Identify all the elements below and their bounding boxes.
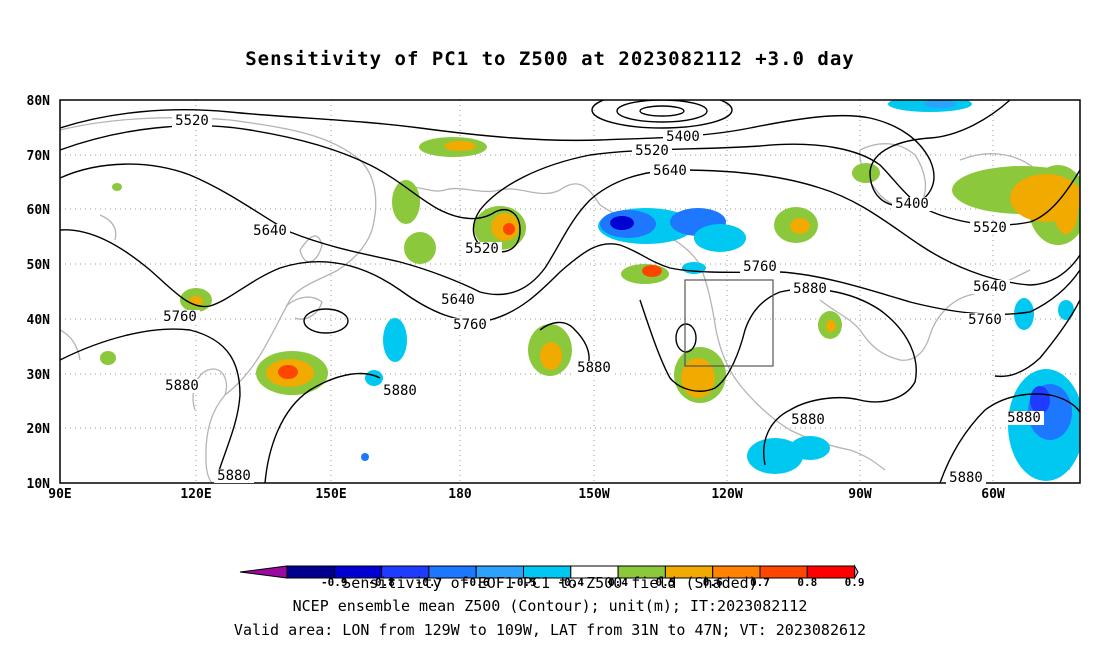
lon-tick-label: 90W bbox=[848, 487, 872, 502]
contour-label-bg bbox=[450, 318, 490, 332]
plot-frame bbox=[59, 99, 1081, 484]
coastlines bbox=[60, 117, 1076, 483]
colorbar-tick-label: -0.4 bbox=[558, 576, 585, 589]
lat-tick-label: 60N bbox=[27, 203, 51, 218]
lon-tick-label: 60W bbox=[981, 487, 1005, 502]
lat-tick-label: 10N bbox=[27, 477, 51, 492]
contour-label-bg bbox=[214, 469, 254, 483]
contour-label-bg bbox=[380, 384, 420, 398]
colorbar-tick-label: -0.6 bbox=[463, 576, 490, 589]
contour-label-bg bbox=[970, 221, 1010, 235]
contour-label: 5400 bbox=[895, 196, 929, 212]
colorbar-tick-label: 0.8 bbox=[797, 576, 817, 589]
contour-label-bg bbox=[160, 310, 200, 324]
contour-label: 5880 bbox=[949, 470, 983, 486]
lon-tick-label: 120E bbox=[180, 487, 211, 502]
colorbar-tick-label: 0.5 bbox=[655, 576, 675, 589]
contour-label: 5640 bbox=[441, 292, 475, 308]
contour-label: 5760 bbox=[968, 312, 1002, 328]
lon-tick-label: 150W bbox=[578, 487, 609, 502]
contour-label-bg bbox=[574, 361, 614, 375]
lat-tick-label: 20N bbox=[27, 422, 51, 437]
lat-tick-label: 30N bbox=[27, 368, 51, 383]
lat-tick-label: 50N bbox=[27, 258, 51, 273]
colorbar-right-arrow bbox=[854, 564, 859, 580]
axis-labels: 90E 120E 150E 180 150W 120W 90W 60W 80N 70N 60N 50N… bbox=[27, 94, 1005, 502]
contour-label: 5520 bbox=[973, 220, 1007, 236]
lon-tick-label: 120W bbox=[711, 487, 742, 502]
colorbar-left-arrow bbox=[239, 565, 288, 579]
colorbar-tick-label: -0.8 bbox=[368, 576, 395, 589]
contour-labels: 5520540055205640540055205640552057605880… bbox=[160, 113, 1044, 486]
contour-label-bg bbox=[788, 413, 828, 427]
lon-tick-label: 150E bbox=[315, 487, 346, 502]
contour-label-bg bbox=[250, 224, 290, 238]
colorbar-tick-label: -0.7 bbox=[416, 576, 443, 589]
contour-label-bg bbox=[632, 144, 672, 158]
contour-label: 5520 bbox=[175, 113, 209, 129]
colorbar-tick-label: 0.6 bbox=[703, 576, 723, 589]
contour-label-bg bbox=[970, 280, 1010, 294]
contour-label: 5760 bbox=[743, 259, 777, 275]
contour-label: 5880 bbox=[791, 412, 825, 428]
contour-label: 5640 bbox=[973, 279, 1007, 295]
colorbar-tick-label: 0.4 bbox=[608, 576, 628, 589]
contour-label-bg bbox=[162, 379, 202, 393]
contour-label-bg bbox=[663, 130, 703, 144]
contour-label-bg bbox=[1004, 411, 1044, 425]
contour-label-bg bbox=[892, 197, 932, 211]
contour-label: 5400 bbox=[666, 129, 700, 145]
contour-label: 5520 bbox=[465, 241, 499, 257]
contour-label: 5760 bbox=[163, 309, 197, 325]
plot-area bbox=[60, 100, 1080, 483]
contour-label: 5880 bbox=[217, 468, 251, 484]
contour-label-bg bbox=[965, 313, 1005, 327]
contour-label-bg bbox=[740, 260, 780, 274]
contour-label: 5760 bbox=[453, 317, 487, 333]
colorbar-tick-label: 0.7 bbox=[750, 576, 770, 589]
contour-label: 5880 bbox=[383, 383, 417, 399]
contour-label-bg bbox=[172, 114, 212, 128]
colorbar-tick-label: 0.9 bbox=[845, 576, 865, 589]
colorbar: -0.9 -0.8 -0.7 -0.6 -0.5 -0.4 0.4 0.5 0.6 0.7 0.8 0… bbox=[239, 564, 865, 592]
contour-label: 5880 bbox=[577, 360, 611, 376]
colorbar-label: Sensitivity of EOF1 PC1 to Z500 field (S… bbox=[342, 574, 757, 592]
colorbar-tick-label: -0.9 bbox=[321, 576, 348, 589]
contour-label: 5640 bbox=[253, 223, 287, 239]
contour-label-bg bbox=[790, 282, 830, 296]
lon-tick-label: 180 bbox=[448, 487, 472, 502]
map-title: Sensitivity of PC1 to Z500 at 2023082112… bbox=[245, 48, 855, 70]
contour-label-bg bbox=[650, 164, 690, 178]
contour-label-bg bbox=[438, 293, 478, 307]
footer-line-2: Valid area: LON from 129W to 109W, LAT f… bbox=[233, 621, 867, 639]
footer-line-1: NCEP ensemble mean Z500 (Contour); unit(… bbox=[292, 597, 808, 615]
sensitivity-shading bbox=[100, 100, 1080, 481]
lat-tick-label: 80N bbox=[27, 94, 51, 109]
colorbar-tick-label: -0.5 bbox=[510, 576, 537, 589]
contour-label-bg bbox=[462, 242, 502, 256]
lat-tick-label: 40N bbox=[27, 313, 51, 328]
contour-label: 5880 bbox=[1007, 410, 1041, 426]
contour-label: 5640 bbox=[653, 163, 687, 179]
lat-tick-label: 70N bbox=[27, 149, 51, 164]
valid-area-box bbox=[684, 279, 774, 367]
lon-tick-label: 90E bbox=[48, 487, 71, 502]
contour-label: 5880 bbox=[165, 378, 199, 394]
contour-label-bg bbox=[946, 471, 986, 485]
contour-label: 5520 bbox=[635, 143, 669, 159]
contour-label: 5880 bbox=[793, 281, 827, 297]
